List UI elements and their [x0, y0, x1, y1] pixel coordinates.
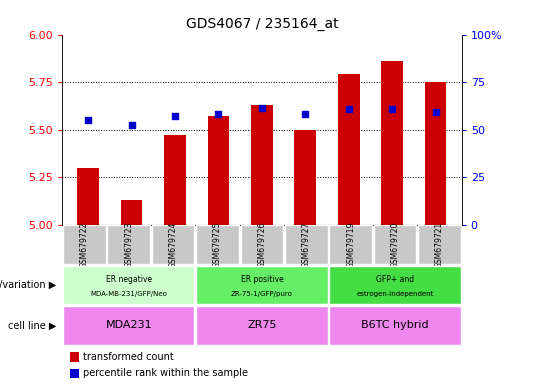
Bar	[241, 225, 283, 264]
Bar	[418, 225, 461, 264]
Bar	[63, 306, 194, 345]
Text: GSM679724: GSM679724	[168, 222, 178, 268]
Text: GSM679725: GSM679725	[213, 222, 222, 268]
Bar	[77, 168, 99, 225]
Text: ZR75: ZR75	[247, 320, 276, 331]
Text: ZR-75-1/GFP/puro: ZR-75-1/GFP/puro	[231, 291, 293, 297]
Bar	[196, 225, 239, 264]
Text: GSM679722: GSM679722	[80, 222, 89, 268]
Point	[431, 109, 440, 116]
Text: B6TC hybrid: B6TC hybrid	[361, 320, 429, 331]
Bar	[196, 266, 328, 305]
Bar	[425, 82, 447, 225]
Bar	[329, 306, 461, 345]
Bar	[374, 225, 416, 264]
Text: GSM679723: GSM679723	[124, 222, 133, 268]
Text: cell line ▶: cell line ▶	[8, 320, 57, 331]
Text: MDA231: MDA231	[105, 320, 152, 331]
Point	[171, 113, 179, 119]
Bar	[70, 352, 79, 362]
Text: GSM679727: GSM679727	[302, 222, 311, 268]
Bar	[107, 225, 150, 264]
Point	[301, 111, 309, 118]
Text: percentile rank within the sample: percentile rank within the sample	[83, 368, 248, 379]
Point	[258, 105, 266, 111]
Text: GFP+ and: GFP+ and	[376, 275, 414, 283]
Bar	[285, 225, 328, 264]
Bar	[196, 306, 328, 345]
Point	[84, 117, 92, 123]
Text: GSM679719: GSM679719	[346, 222, 355, 268]
Point	[388, 106, 396, 112]
Bar	[152, 225, 194, 264]
Bar	[207, 116, 230, 225]
Text: GSM679720: GSM679720	[390, 222, 400, 268]
Bar	[329, 266, 461, 305]
Text: MDA-MB-231/GFP/Neo: MDA-MB-231/GFP/Neo	[90, 291, 167, 297]
Bar	[70, 369, 79, 378]
Bar	[338, 74, 360, 225]
Bar	[251, 105, 273, 225]
Title: GDS4067 / 235164_at: GDS4067 / 235164_at	[186, 17, 338, 31]
Bar	[381, 61, 403, 225]
Text: transformed count: transformed count	[83, 352, 174, 362]
Text: genotype/variation ▶: genotype/variation ▶	[0, 280, 57, 290]
Text: estrogen-independent: estrogen-independent	[356, 291, 434, 297]
Bar	[63, 225, 106, 264]
Text: GSM679721: GSM679721	[435, 222, 444, 268]
Point	[214, 111, 223, 118]
Text: ER negative: ER negative	[106, 275, 152, 283]
Bar	[63, 266, 194, 305]
Bar	[294, 130, 316, 225]
Point	[345, 106, 353, 112]
Bar	[164, 135, 186, 225]
Bar	[329, 225, 372, 264]
Bar	[121, 200, 143, 225]
Text: ER positive: ER positive	[240, 275, 284, 283]
Text: GSM679726: GSM679726	[258, 222, 266, 268]
Point	[127, 122, 136, 128]
